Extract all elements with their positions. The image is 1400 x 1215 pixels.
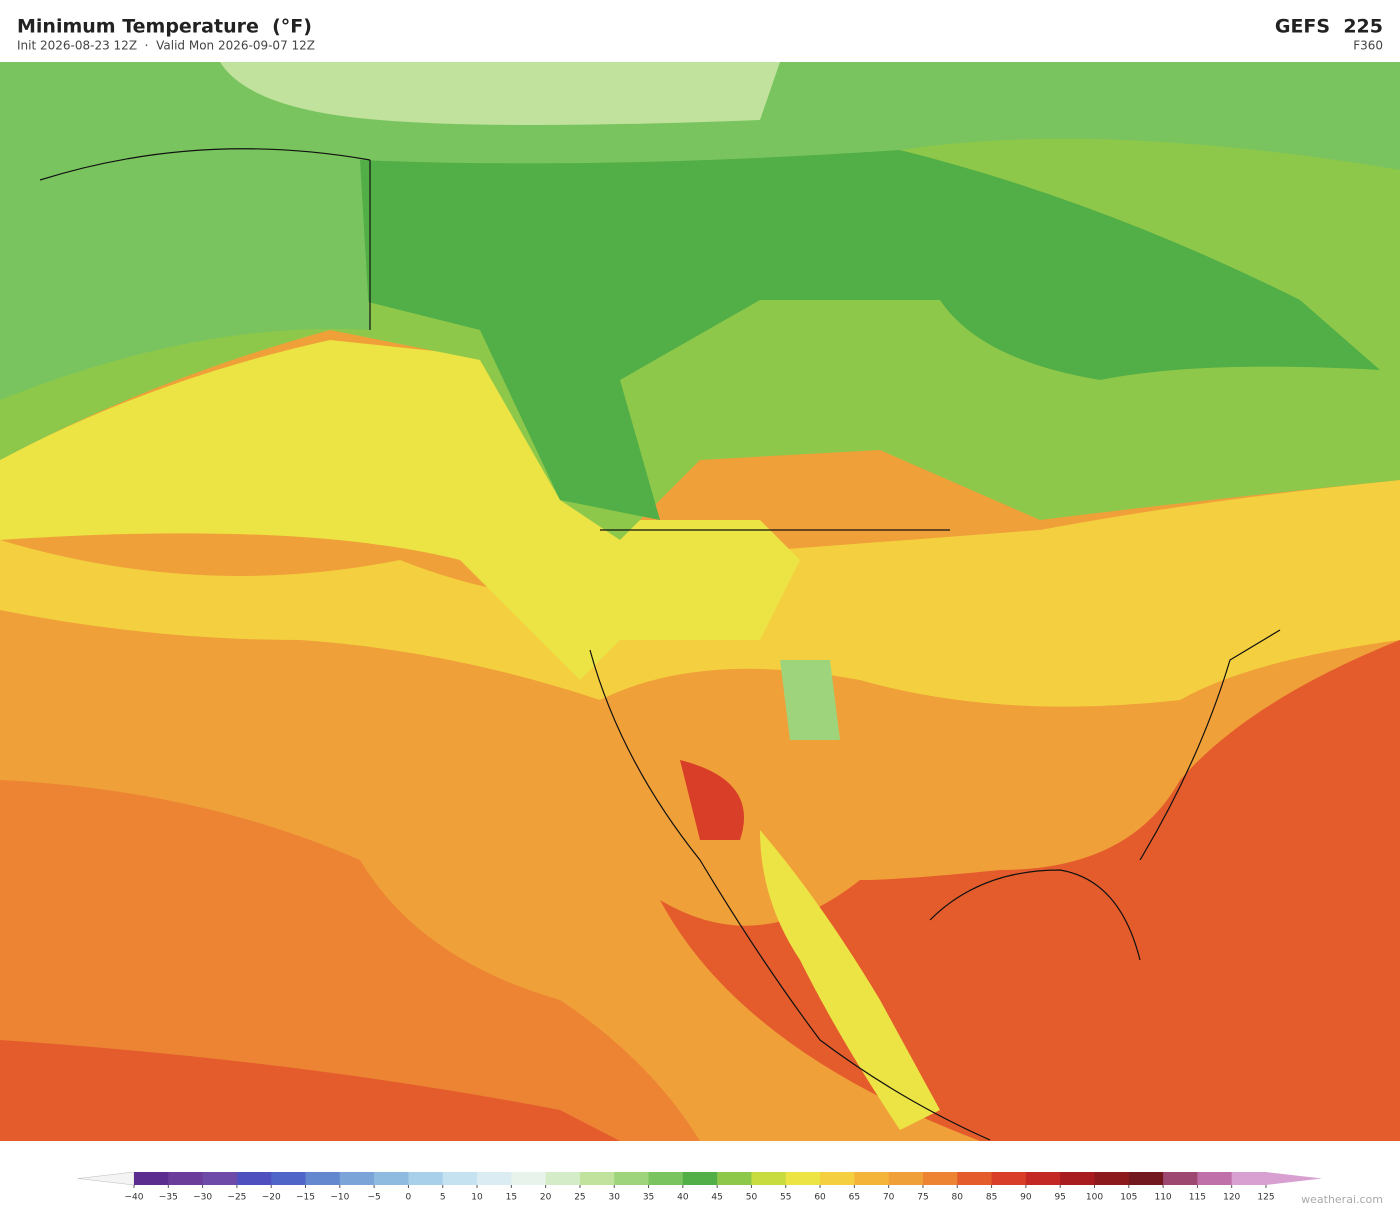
colorbar-tick-label: −25 <box>227 1193 246 1203</box>
colorbar-segment <box>202 1172 238 1185</box>
colorbar-segment <box>820 1172 855 1185</box>
colorbar-segment <box>682 1172 718 1185</box>
colorbar-tick-label: −30 <box>193 1193 212 1203</box>
colorbar-tick-label: 75 <box>917 1193 928 1203</box>
colorbar-segment <box>1025 1172 1061 1185</box>
colorbar-segment <box>236 1172 272 1185</box>
colorbar-segment <box>1163 1172 1198 1185</box>
colorbar-tick-label: 35 <box>643 1193 654 1203</box>
canada-green <box>360 150 1380 520</box>
colorbar-segment <box>579 1172 615 1185</box>
colorbar-tick-label: 120 <box>1223 1193 1240 1203</box>
colorbar-segment <box>168 1172 204 1185</box>
rockies <box>780 660 840 740</box>
colorbar-tick-label: 30 <box>609 1193 621 1203</box>
colorbar-tick-label: 115 <box>1189 1193 1206 1203</box>
colorbar-tick-label: 90 <box>1020 1193 1032 1203</box>
colorbar-tick-label: −40 <box>125 1193 144 1203</box>
colorbar-segment <box>1060 1172 1095 1185</box>
colorbar-tick-label: −15 <box>296 1193 315 1203</box>
colorbar-tick-label: 85 <box>986 1193 997 1203</box>
ocean-hot <box>0 1040 620 1141</box>
colorbar-tick-label: 60 <box>814 1193 826 1203</box>
colorbar-tick-label: 45 <box>711 1193 722 1203</box>
colorbar-segment <box>922 1172 958 1185</box>
credit: weatherai.com <box>1301 1193 1383 1206</box>
colorbar-segment <box>648 1172 684 1185</box>
colorbar-tick-label: 80 <box>952 1193 964 1203</box>
colorbar-segment <box>339 1172 375 1185</box>
colorbar-tick-label: 5 <box>440 1193 446 1203</box>
colorbar-segment <box>1128 1172 1164 1185</box>
colorbar-segment <box>271 1172 307 1185</box>
pacific-yellow <box>0 340 800 680</box>
colorbar-tick-label: 10 <box>471 1193 483 1203</box>
colorbar-segment <box>134 1172 169 1185</box>
colorbar-tick-label: 0 <box>406 1193 412 1203</box>
colorbar-segment <box>1197 1172 1233 1185</box>
mexico-highlands <box>760 830 940 1130</box>
colorbar-segment <box>614 1172 650 1185</box>
colorbar-segment <box>991 1172 1027 1185</box>
colorbar-tick-label: 95 <box>1054 1193 1065 1203</box>
colorbar-segment <box>1231 1172 1267 1185</box>
colorbar-segment <box>408 1172 444 1185</box>
boundaries <box>39 148 1281 1141</box>
colorbar-tick-label: −35 <box>159 1193 178 1203</box>
colorbar-segment <box>854 1172 890 1185</box>
colorbar-tick-label: −10 <box>330 1193 349 1203</box>
map <box>0 62 1400 1141</box>
desert-hot <box>680 760 744 840</box>
colorbar-segment <box>442 1172 478 1185</box>
colorbar-segment <box>545 1172 581 1185</box>
colorbar-segment <box>305 1172 341 1185</box>
colorbar-segment <box>957 1172 993 1185</box>
colorbar-tick-label: 100 <box>1086 1193 1103 1203</box>
subtitle: Init 2026-08-23 12Z · Valid Mon 2026-09-… <box>17 39 315 53</box>
colorbar-tick-label: 70 <box>883 1193 895 1203</box>
model-label: GEFS 225 <box>1275 16 1383 38</box>
colorbar-tick-label: 125 <box>1257 1193 1274 1203</box>
colorbar-segment <box>511 1172 547 1185</box>
colorbar-segment <box>374 1172 409 1185</box>
colorbar-tick-label: 25 <box>574 1193 585 1203</box>
colorbar-segment <box>477 1172 512 1185</box>
colorbar-tick-label: 15 <box>506 1193 517 1203</box>
colorbar-tick-label: 55 <box>780 1193 791 1203</box>
colorbar-tick-label: 110 <box>1154 1193 1171 1203</box>
colorbar-tick-label: 105 <box>1120 1193 1137 1203</box>
colorbar-tick-label: 50 <box>746 1193 758 1203</box>
colorbar-tick-label: −5 <box>367 1193 380 1203</box>
forecast-hour: F360 <box>1353 39 1383 53</box>
colorbar-segment <box>785 1172 821 1185</box>
alaska <box>0 158 370 400</box>
arctic-light <box>220 62 780 125</box>
colorbar-tick-label: −20 <box>262 1193 281 1203</box>
colorbar-segment <box>1094 1172 1130 1185</box>
colorbar-segment <box>888 1172 924 1185</box>
colorbar-segment <box>717 1172 752 1185</box>
colorbar-segment <box>751 1172 787 1185</box>
colorbar-tick-label: 65 <box>849 1193 860 1203</box>
colorbar-tick-label: 40 <box>677 1193 689 1203</box>
colorbar-over <box>1266 1172 1322 1185</box>
colorbar-under <box>77 1171 135 1186</box>
title: Minimum Temperature (°F) <box>17 16 312 38</box>
colorbar-tick-label: 20 <box>540 1193 552 1203</box>
ocean-warm <box>0 780 700 1141</box>
